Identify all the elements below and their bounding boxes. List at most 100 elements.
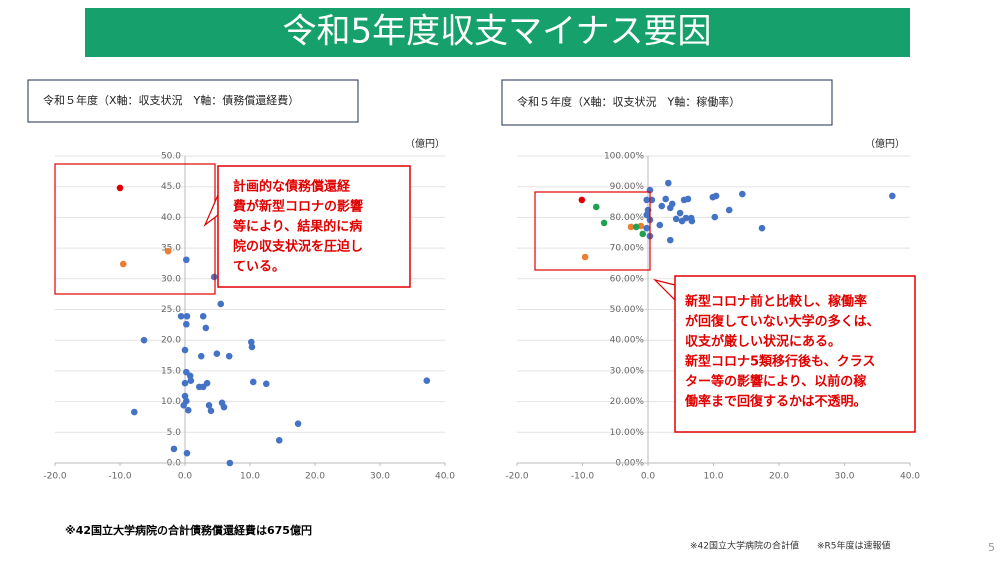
x-tick-label: 10.0	[703, 472, 723, 482]
x-tick-label: -20.0	[43, 472, 67, 482]
annotation-text: 等により、結果的に病	[232, 219, 362, 235]
data-point	[581, 253, 589, 261]
data-point	[688, 217, 696, 225]
data-point	[197, 352, 205, 360]
title-band	[85, 8, 910, 57]
y-tick-label: 20.0	[161, 336, 181, 346]
data-point	[262, 380, 270, 388]
annotation-text: 働率まで回復するかは不透明。	[684, 394, 866, 410]
x-tick-label: 0.0	[178, 472, 193, 482]
y-tick-label: 40.0	[161, 213, 181, 223]
data-point	[665, 179, 672, 187]
highlight-box	[54, 163, 216, 295]
data-point	[632, 223, 640, 231]
data-point	[183, 449, 191, 457]
data-point	[207, 407, 215, 415]
data-point	[889, 192, 896, 200]
data-point	[275, 436, 283, 444]
data-point	[164, 247, 172, 255]
data-point	[205, 401, 213, 409]
data-point	[639, 230, 647, 238]
data-point	[119, 260, 127, 268]
x-tick-label: 40.0	[900, 472, 920, 482]
y-tick-label: 30.00%	[610, 366, 645, 376]
data-point	[131, 408, 138, 416]
y-tick-label: 50.0	[161, 152, 181, 162]
y-tick-label: 15.0	[161, 366, 181, 376]
chart-title-box	[501, 79, 833, 126]
data-point	[643, 211, 650, 219]
data-point	[682, 214, 690, 222]
data-point	[248, 338, 255, 346]
data-point	[578, 196, 586, 204]
callout-pointer	[653, 278, 676, 302]
callout-pointer	[203, 194, 219, 227]
unit-label: （億円）	[865, 137, 905, 150]
data-point	[199, 312, 207, 320]
slide-title: 令和5年度収支マイナス要因	[283, 12, 712, 52]
x-tick-label: 0.0	[641, 472, 656, 482]
y-tick-label: 80.00%	[610, 213, 645, 223]
y-tick-label: 90.00%	[610, 182, 645, 192]
data-point	[592, 203, 600, 211]
highlight-box	[534, 191, 651, 271]
y-tick-label: 50.00%	[610, 305, 645, 315]
data-point	[643, 224, 650, 232]
data-point	[187, 377, 195, 385]
data-point	[181, 346, 189, 354]
page-number: 5	[988, 541, 995, 554]
data-point	[140, 336, 148, 344]
x-tick-label: 20.0	[305, 472, 325, 482]
data-point	[217, 300, 225, 308]
annotation-text: 費が新型コロナの影響	[233, 199, 363, 215]
data-point	[423, 377, 431, 385]
data-point	[183, 256, 190, 264]
x-tick-label: 40.0	[435, 472, 455, 482]
annotation-text: 計画的な債務償還経	[233, 179, 351, 195]
chart-title: 令和５年度（X軸：収支状況 Y軸：稼働率）	[517, 95, 740, 109]
data-point	[177, 312, 185, 320]
data-point	[627, 223, 635, 231]
y-tick-label: 30.0	[161, 274, 181, 284]
annotation-text: ている。	[233, 260, 285, 275]
data-point	[739, 190, 746, 198]
data-point	[180, 401, 187, 409]
unit-label: （億円）	[405, 137, 445, 150]
x-tick-label: -10.0	[571, 472, 595, 482]
data-point	[226, 459, 234, 467]
x-tick-label: -20.0	[505, 472, 529, 482]
y-tick-label: 35.0	[161, 244, 181, 254]
annotation-text: 院の収支状況を圧迫し	[233, 239, 363, 255]
data-point	[249, 378, 257, 386]
data-point	[183, 368, 190, 376]
callout-box	[217, 165, 411, 288]
data-point	[203, 379, 211, 387]
data-point	[668, 200, 676, 208]
data-point	[181, 379, 189, 387]
x-tick-label: 20.0	[769, 472, 789, 482]
data-point	[676, 209, 684, 217]
y-tick-label: 100.00%	[604, 152, 644, 162]
annotation-text: が回復していない大学の多くは、	[685, 314, 880, 330]
data-point	[294, 420, 302, 428]
data-point	[758, 224, 766, 232]
chart-title: 令和５年度（X軸：収支状況 Y軸：債務償還経費）	[43, 93, 299, 107]
y-tick-label: 10.00%	[610, 428, 645, 438]
data-point	[662, 195, 669, 203]
data-point	[656, 221, 664, 229]
data-point	[248, 343, 256, 351]
data-point	[712, 192, 720, 200]
data-point	[116, 184, 124, 192]
data-point	[225, 352, 233, 360]
data-point	[183, 312, 191, 320]
footnote: ※42国立大学病院の合計債務償還経費は675億円	[65, 523, 312, 537]
y-tick-label: 60.00%	[610, 274, 645, 284]
data-point	[643, 196, 650, 204]
data-point	[213, 350, 221, 358]
footnote: ※42国立大学病院の合計値 ※R5年度は速報値	[690, 540, 891, 552]
data-point	[600, 219, 608, 227]
annotation-text: 新型コロナ5類移行後も、クラス	[685, 354, 875, 370]
data-point	[184, 406, 192, 414]
y-tick-label: 5.0	[167, 428, 182, 438]
